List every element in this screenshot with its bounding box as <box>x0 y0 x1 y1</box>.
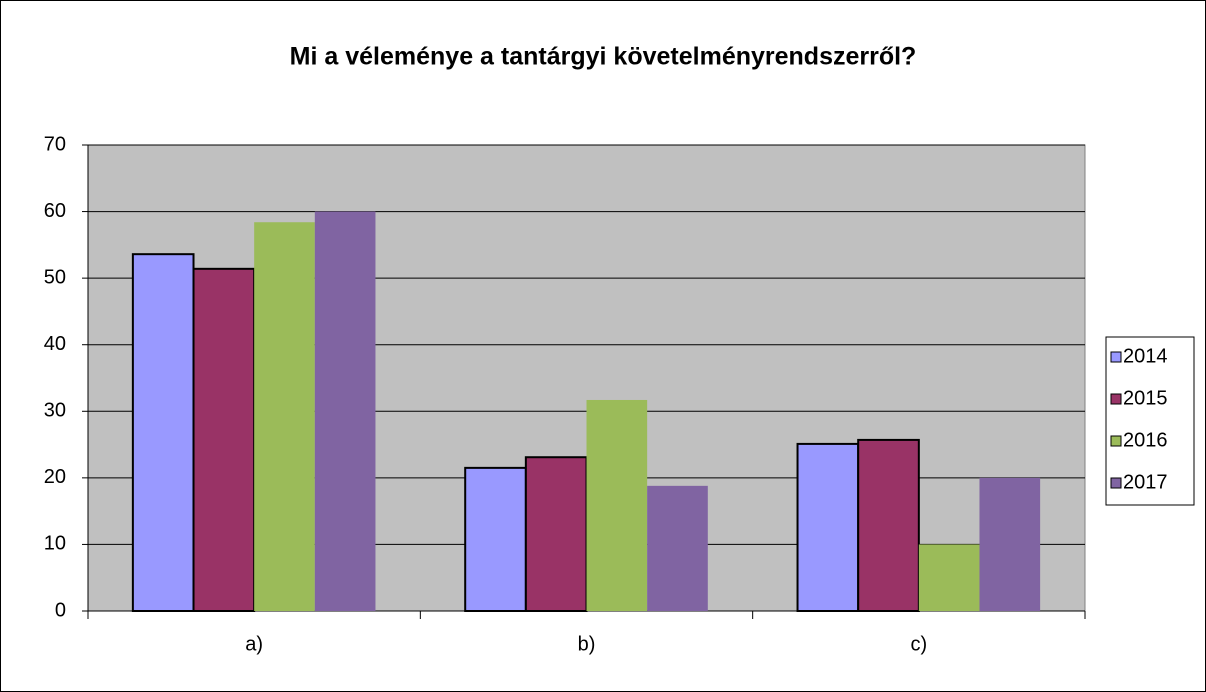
bar <box>314 211 376 612</box>
legend-label: 2015 <box>1123 387 1168 409</box>
bar <box>796 442 860 612</box>
bar <box>647 485 708 611</box>
bar <box>464 466 527 612</box>
x-tick-label: a) <box>245 633 263 655</box>
bar <box>979 477 1041 611</box>
y-tick-label: 60 <box>44 200 66 222</box>
x-tick-label: b) <box>578 633 596 655</box>
y-tick-label: 30 <box>44 400 66 422</box>
bar <box>857 438 920 613</box>
legend-swatch <box>1110 351 1122 363</box>
legend-swatch <box>1110 435 1122 447</box>
legend-swatch <box>1110 477 1122 489</box>
y-tick-label: 70 <box>44 133 66 155</box>
bar <box>192 267 256 612</box>
y-tick-label: 50 <box>44 266 66 288</box>
y-tick-label: 10 <box>44 533 66 555</box>
y-tick-label: 0 <box>55 599 66 621</box>
legend-label: 2014 <box>1123 345 1168 367</box>
bar <box>524 456 588 612</box>
legend-label: 2016 <box>1123 429 1168 451</box>
bar <box>131 253 195 612</box>
bar <box>918 544 980 611</box>
y-tick-label: 40 <box>44 333 66 355</box>
chart-title: Mi a véleménye a tantárgyi követelményre… <box>290 43 917 71</box>
y-tick-label: 20 <box>44 466 66 488</box>
bar <box>586 399 648 611</box>
legend-label: 2017 <box>1123 471 1168 493</box>
legend-box <box>1105 336 1195 506</box>
x-tick-label: c) <box>910 633 927 655</box>
bar <box>254 222 315 612</box>
legend-swatch <box>1110 393 1122 405</box>
